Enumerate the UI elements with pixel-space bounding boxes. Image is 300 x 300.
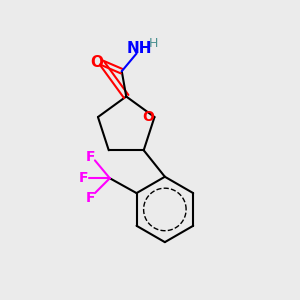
Text: NH: NH xyxy=(127,41,152,56)
Text: O: O xyxy=(142,110,154,124)
Text: H: H xyxy=(148,37,158,50)
Text: F: F xyxy=(86,190,95,205)
Text: O: O xyxy=(90,55,103,70)
Text: F: F xyxy=(86,150,95,164)
Text: F: F xyxy=(78,171,88,185)
